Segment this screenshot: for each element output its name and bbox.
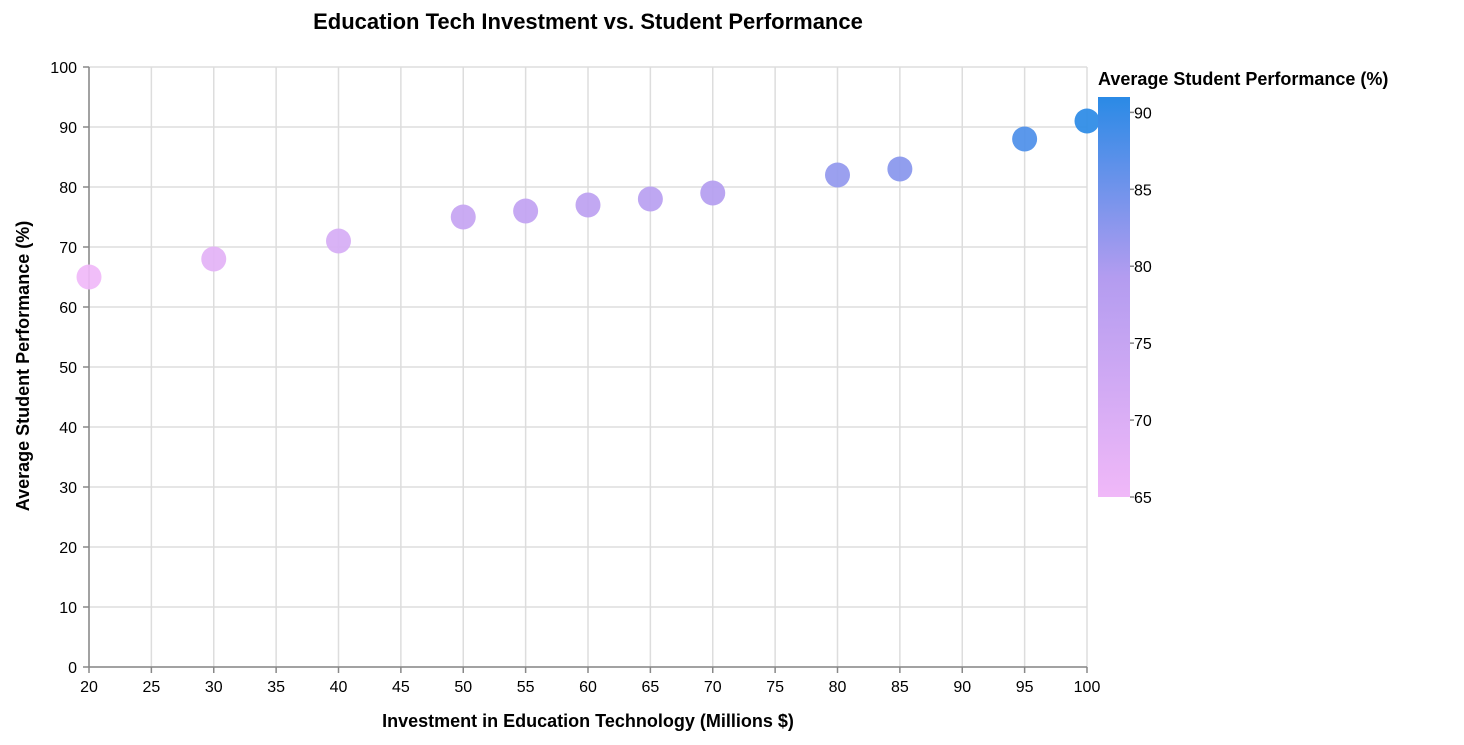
data-point: [1012, 126, 1038, 152]
data-point: [76, 264, 102, 290]
color-legend: Average Student Performance (%) 65 70 75 80…: [1098, 69, 1388, 507]
data-point: [825, 162, 850, 188]
x-tick-label: 25: [142, 679, 160, 696]
x-tick-label: 65: [641, 679, 659, 696]
data-points: [76, 108, 1100, 290]
y-tick-label: 0: [68, 660, 77, 677]
y-tick-label: 100: [50, 60, 77, 77]
x-tick-label: 50: [454, 679, 472, 696]
x-tick-label: 80: [829, 679, 847, 696]
legend-tick-label: 75: [1134, 336, 1152, 353]
y-tick-label: 70: [59, 240, 77, 257]
grid: [88, 66, 1088, 668]
y-tick-label: 30: [59, 480, 77, 497]
y-tick-label: 90: [59, 120, 77, 137]
x-tick-label: 70: [704, 679, 722, 696]
x-tick-label: 90: [953, 679, 971, 696]
data-point: [887, 156, 913, 182]
x-axis-title: Investment in Education Technology (Mill…: [382, 711, 794, 731]
legend-tick-label: 70: [1134, 413, 1152, 430]
legend-gradient-bar: [1098, 97, 1130, 497]
x-tick-label: 100: [1074, 679, 1101, 696]
data-point: [575, 192, 601, 218]
y-axis-title: Average Student Performance (%): [13, 221, 33, 511]
data-point: [637, 186, 663, 212]
legend-ticks: 65 70 75 80 85 90: [1130, 105, 1152, 507]
y-tick-label: 40: [59, 420, 77, 437]
x-tick-label: 20: [80, 679, 98, 696]
x-tick-label: 95: [1016, 679, 1034, 696]
legend-tick-label: 80: [1134, 259, 1152, 276]
y-tick-label: 80: [59, 180, 77, 197]
x-tick-label: 40: [330, 679, 348, 696]
x-tick-label: 30: [205, 679, 223, 696]
x-tick-label: 60: [579, 679, 597, 696]
data-point: [513, 198, 539, 224]
legend-tick-label: 65: [1134, 490, 1152, 507]
data-point: [1074, 108, 1100, 134]
x-tick-label: 55: [517, 679, 535, 696]
data-point: [450, 204, 476, 230]
x-tick-label: 75: [766, 679, 784, 696]
data-point: [201, 246, 227, 272]
legend-tick-label: 90: [1134, 105, 1152, 122]
x-tick-label: 35: [267, 679, 285, 696]
data-point: [326, 228, 351, 254]
y-tick-label: 20: [59, 540, 77, 557]
data-point: [700, 180, 726, 206]
y-tick-label: 50: [59, 360, 77, 377]
x-tick-label: 85: [891, 679, 909, 696]
x-tick-label: 45: [392, 679, 410, 696]
legend-title: Average Student Performance (%): [1098, 69, 1388, 89]
legend-tick-label: 85: [1134, 182, 1152, 199]
chart-title: Education Tech Investment vs. Student Pe…: [313, 9, 863, 34]
y-tick-label: 60: [59, 300, 77, 317]
axes: 20 25 30 35 40 45 50 55 60 65 70 75 80 85 90 95 100 0 10 20…: [50, 60, 1100, 696]
y-tick-label: 10: [59, 600, 77, 617]
